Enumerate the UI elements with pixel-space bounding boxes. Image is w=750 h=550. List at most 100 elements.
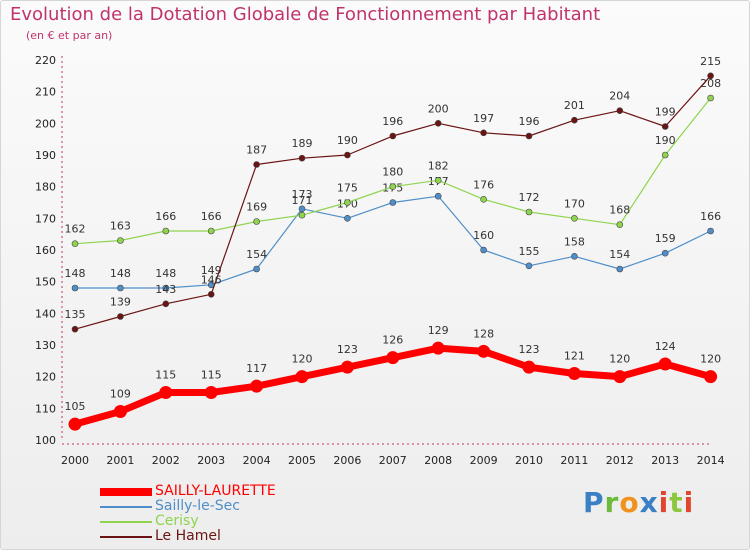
data-point <box>117 313 124 320</box>
data-label: 208 <box>700 77 721 90</box>
y-tick-label: 180 <box>35 181 56 194</box>
y-tick-label: 160 <box>35 244 56 257</box>
data-point <box>567 367 581 380</box>
line-chart: 100 110 120 130 140 150 160 170 180 190 200 210 220 2… <box>35 54 725 467</box>
data-label: 176 <box>473 178 494 191</box>
data-label: 128 <box>473 327 494 340</box>
x-tick-label: 2007 <box>379 454 407 467</box>
data-point <box>253 265 260 273</box>
data-label: 215 <box>700 55 721 68</box>
x-tick-label: 2009 <box>470 454 498 467</box>
data-label: 196 <box>382 115 403 128</box>
x-tick-label: 2008 <box>424 454 452 467</box>
y-tick-label: 170 <box>35 212 56 225</box>
chart-subtitle: (en € et par an) <box>26 29 113 42</box>
data-label: 109 <box>110 388 131 401</box>
y-tick-label: 110 <box>35 402 56 415</box>
x-tick-label: 2001 <box>106 454 134 467</box>
data-point <box>117 237 124 244</box>
legend-label: SAILLY-LAURETTE <box>155 483 276 499</box>
data-point <box>616 265 624 273</box>
data-point <box>68 417 82 431</box>
data-point <box>616 107 624 114</box>
data-label: 173 <box>292 188 313 201</box>
data-point <box>434 192 442 200</box>
data-point <box>522 360 536 374</box>
data-point <box>707 227 714 235</box>
data-point <box>162 300 170 308</box>
data-point <box>525 262 533 270</box>
data-point <box>707 72 714 80</box>
data-label: 124 <box>655 340 676 353</box>
data-point <box>162 284 170 292</box>
x-tick-label: 2002 <box>152 454 180 467</box>
data-label: 166 <box>155 210 176 223</box>
data-label: 120 <box>292 353 313 366</box>
data-label: 159 <box>655 232 676 245</box>
data-point <box>344 215 351 222</box>
x-tick-label: 2010 <box>515 454 543 467</box>
legend-swatch <box>100 536 152 538</box>
data-label: 169 <box>246 201 267 214</box>
data-point <box>477 344 491 358</box>
legend-swatch <box>100 521 152 523</box>
data-label: 172 <box>519 191 540 204</box>
data-label: 126 <box>382 334 403 347</box>
data-point <box>162 227 170 235</box>
data-point <box>295 370 309 384</box>
x-tick-label: 2005 <box>288 454 316 467</box>
legend-label: Cerisy <box>155 513 199 529</box>
data-point <box>250 379 264 393</box>
data-label: 162 <box>65 223 86 236</box>
data-point <box>434 120 442 127</box>
data-point <box>571 215 578 222</box>
data-point <box>661 123 669 130</box>
data-label: 166 <box>201 210 222 223</box>
data-label: 148 <box>65 267 86 280</box>
data-label: 117 <box>246 362 267 375</box>
data-label: 171 <box>292 194 313 207</box>
data-point <box>204 386 218 399</box>
data-point <box>661 249 669 257</box>
data-label: 200 <box>428 102 449 115</box>
y-tick-label: 220 <box>35 54 56 67</box>
data-point <box>480 246 487 254</box>
proxiti-logo: Proxiti <box>583 486 695 519</box>
x-tick-label: 2012 <box>606 454 634 467</box>
data-label: 189 <box>292 137 313 150</box>
x-tick-label: 2006 <box>333 454 361 467</box>
data-point <box>71 325 79 333</box>
legend-label: Sailly-le-Sec <box>155 498 240 514</box>
y-tick-label: 100 <box>35 434 56 447</box>
data-label: 149 <box>201 264 222 277</box>
legend-swatch <box>100 488 152 496</box>
data-label: 146 <box>201 273 222 286</box>
data-point <box>571 253 578 260</box>
data-label: 175 <box>337 182 358 195</box>
y-tick-label: 150 <box>35 276 56 289</box>
data-label: 123 <box>337 343 358 356</box>
data-point <box>707 94 714 102</box>
data-label: 120 <box>700 353 721 366</box>
data-label: 154 <box>609 248 630 261</box>
data-label: 129 <box>428 324 449 337</box>
data-point <box>389 183 397 190</box>
x-tick-label: 2014 <box>697 454 725 467</box>
data-point <box>298 154 306 162</box>
x-tick-label: 2004 <box>243 454 271 467</box>
data-point <box>340 360 354 374</box>
data-point <box>386 351 400 365</box>
data-point <box>661 151 669 159</box>
data-label: 168 <box>609 204 630 217</box>
data-point <box>525 208 533 216</box>
data-label: 197 <box>473 112 494 125</box>
x-tick-label: 2003 <box>197 454 225 467</box>
data-label: 143 <box>155 283 176 296</box>
data-point <box>253 218 260 225</box>
data-point <box>117 284 124 292</box>
data-point <box>159 386 173 399</box>
data-point <box>71 240 79 247</box>
data-label: 115 <box>155 369 176 382</box>
data-label: 154 <box>246 248 267 261</box>
data-point <box>113 405 127 418</box>
